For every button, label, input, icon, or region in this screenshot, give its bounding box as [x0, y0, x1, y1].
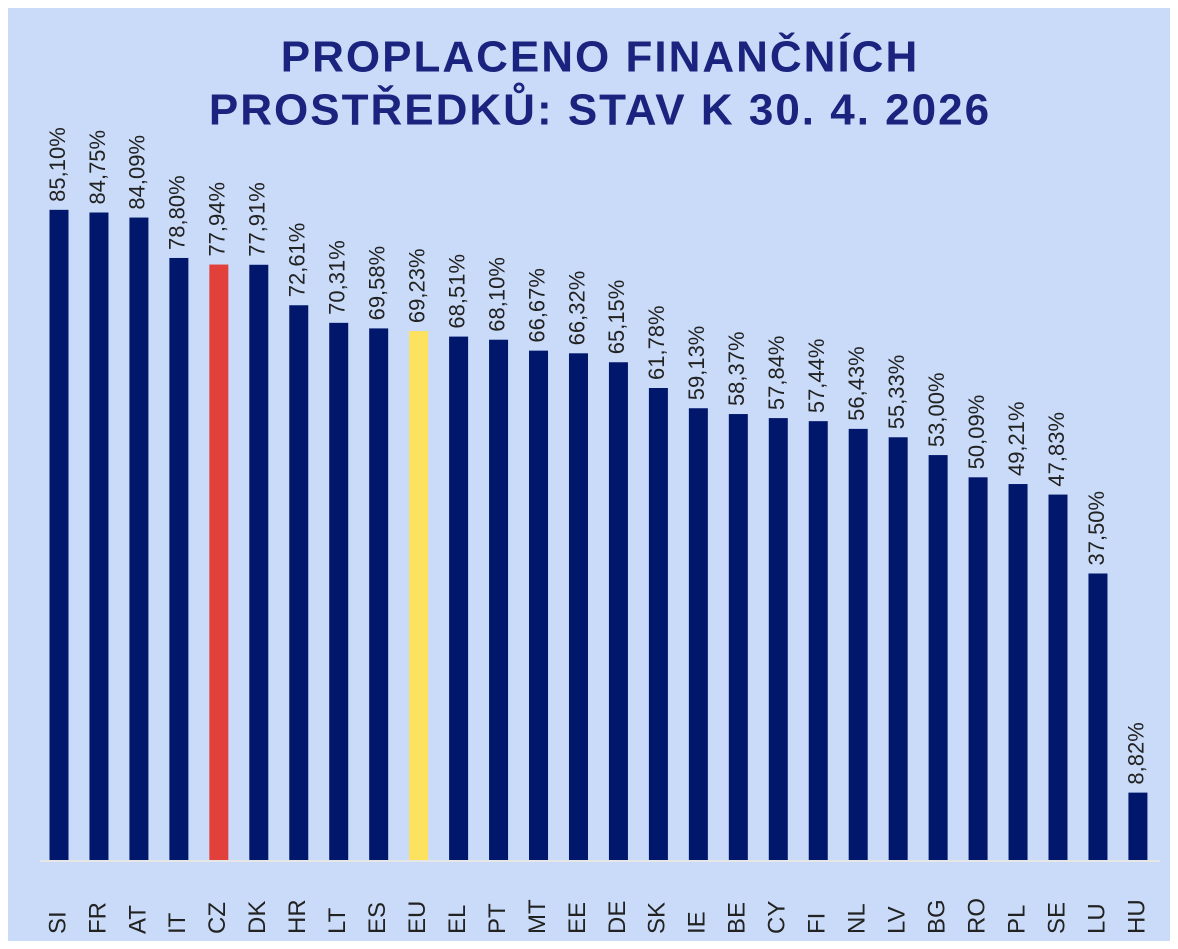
bar	[1088, 573, 1108, 860]
x-tick-label: EU	[404, 901, 431, 934]
x-tick-label: DK	[244, 901, 271, 934]
x-tick-label: BE	[724, 902, 751, 934]
x-tick-label: FR	[84, 902, 111, 934]
x-tick-label: LT	[324, 907, 351, 934]
value-label: 85,10%	[45, 127, 70, 202]
value-label: 68,51%	[444, 254, 469, 329]
bar	[89, 212, 109, 860]
value-label: 69,58%	[364, 246, 389, 321]
bar	[369, 328, 389, 860]
value-label: 66,32%	[564, 271, 589, 346]
bar	[289, 305, 309, 860]
x-tick-label: SE	[1043, 902, 1070, 934]
bar	[1048, 494, 1068, 860]
bar	[688, 408, 708, 860]
value-label: 68,10%	[484, 257, 509, 332]
x-tick-label: PT	[484, 903, 511, 934]
chart-title: PROPLACENO FINANČNÍCH	[281, 31, 919, 82]
bar	[728, 414, 748, 860]
x-tick-label: BG	[923, 899, 950, 934]
bar	[489, 339, 509, 860]
value-label: 50,09%	[964, 395, 989, 470]
value-label: 65,15%	[604, 280, 629, 355]
bar	[209, 264, 229, 860]
bar	[49, 209, 69, 860]
value-label: 57,84%	[764, 335, 789, 410]
value-label: 56,43%	[844, 346, 869, 421]
x-tick-label: IE	[684, 911, 711, 934]
bar	[129, 217, 149, 861]
value-label: 8,82%	[1124, 722, 1149, 784]
value-label: 77,94%	[205, 182, 230, 257]
value-label: 55,33%	[884, 355, 909, 430]
value-label: 84,75%	[85, 130, 110, 205]
bar	[568, 353, 588, 860]
x-tick-label: CZ	[204, 902, 231, 934]
x-tick-label: CY	[764, 901, 791, 934]
bar	[608, 362, 628, 860]
bar	[329, 322, 349, 860]
bar	[808, 421, 828, 860]
bar	[169, 257, 189, 860]
x-tick-label: LV	[884, 906, 911, 934]
bar	[1008, 484, 1028, 860]
bar	[968, 477, 988, 860]
x-tick-label: SI	[44, 911, 71, 934]
value-label: 61,78%	[644, 305, 669, 380]
value-label: 37,50%	[1084, 491, 1109, 566]
value-label: 47,83%	[1044, 412, 1069, 487]
value-label: 72,61%	[285, 223, 310, 298]
bar	[888, 437, 908, 860]
value-label: 49,21%	[1004, 401, 1029, 476]
x-tick-label: EE	[564, 902, 591, 934]
value-label: 69,23%	[404, 248, 429, 323]
x-tick-label: MT	[524, 899, 551, 934]
chart-title: PROSTŘEDKŮ: STAV K 30. 4. 2026	[209, 81, 991, 135]
x-tick-label: EL	[444, 905, 471, 934]
value-label: 58,37%	[724, 331, 749, 406]
bar	[648, 388, 668, 860]
value-label: 66,67%	[524, 268, 549, 343]
x-tick-label: AT	[124, 905, 151, 934]
bar	[529, 350, 549, 860]
bar	[409, 331, 429, 861]
bar	[928, 455, 948, 860]
bar	[1128, 792, 1148, 860]
value-label: 57,44%	[804, 339, 829, 414]
x-tick-label: HU	[1123, 899, 1150, 934]
value-label: 78,80%	[165, 175, 190, 250]
x-tick-label: RO	[963, 898, 990, 934]
x-tick-label: FI	[804, 913, 831, 934]
bar	[768, 418, 788, 860]
x-tick-label: IT	[164, 912, 191, 934]
x-tick-label: SK	[644, 902, 671, 934]
value-label: 77,91%	[245, 182, 270, 257]
value-label: 59,13%	[684, 326, 709, 401]
value-label: 70,31%	[325, 240, 350, 315]
value-label: 53,00%	[924, 372, 949, 447]
x-tick-label: HR	[284, 899, 311, 934]
x-tick-label: PL	[1003, 905, 1030, 934]
bar	[848, 428, 868, 860]
bar	[249, 264, 269, 861]
value-label: 84,09%	[125, 135, 150, 210]
x-tick-label: LU	[1083, 903, 1110, 934]
bar	[449, 336, 469, 860]
x-tick-label: ES	[364, 902, 391, 934]
x-tick-label: NL	[844, 903, 871, 934]
x-tick-label: DE	[604, 901, 631, 934]
